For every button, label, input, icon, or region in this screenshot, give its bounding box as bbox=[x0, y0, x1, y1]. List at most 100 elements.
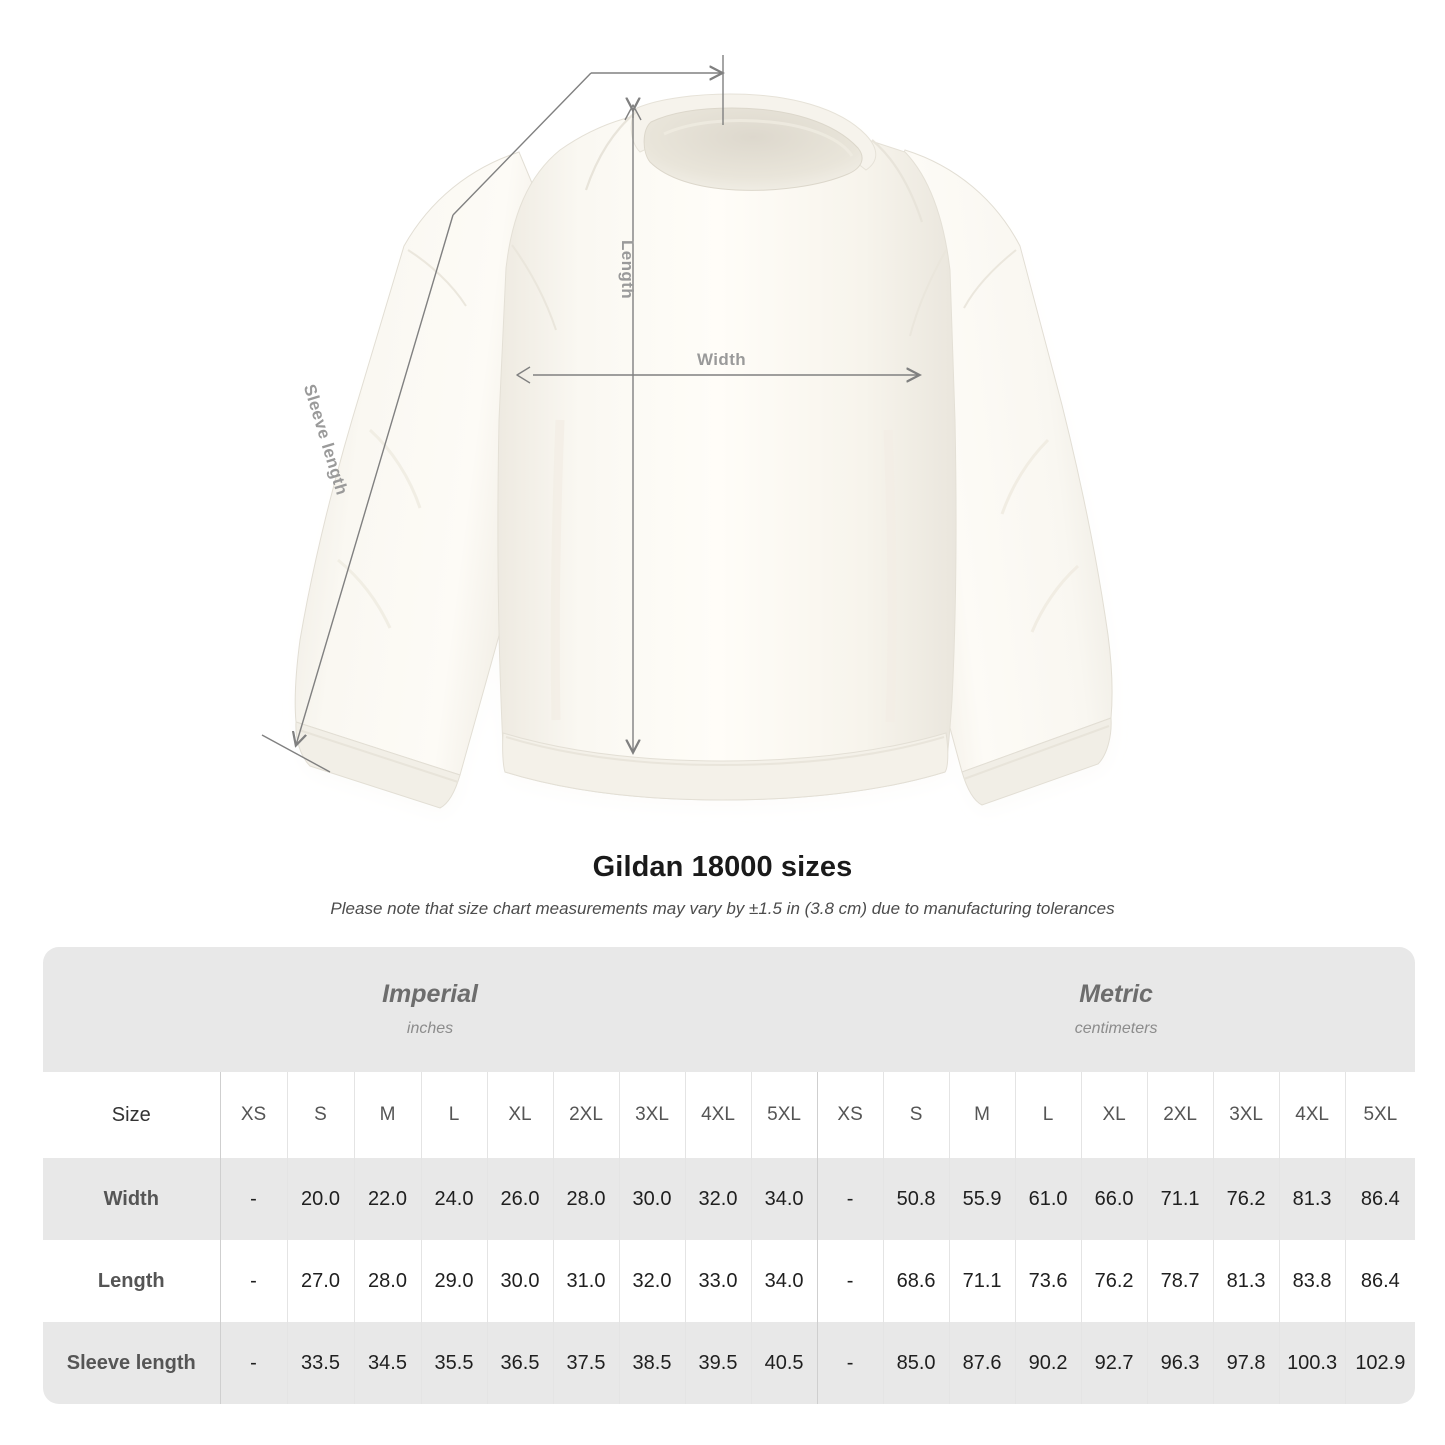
sleeve-imperial-xs: - bbox=[219, 1322, 287, 1404]
size-table-container: Imperial inches Metric centimeters Size … bbox=[43, 947, 1416, 1404]
header-metric-xs: XS bbox=[816, 1072, 884, 1158]
sleeve-imperial-l: 35.5 bbox=[420, 1322, 487, 1404]
length-metric-m: 71.1 bbox=[948, 1240, 1016, 1322]
sleeve-length-line bbox=[296, 214, 454, 745]
table-row: Width - 20.0 22.0 24.0 26.0 28.0 30.0 32… bbox=[43, 1158, 1416, 1240]
length-metric-5xl: 86.4 bbox=[1344, 1240, 1416, 1322]
header-imperial-s: S bbox=[286, 1072, 354, 1158]
garment-diagram: Length Width Sleeve length bbox=[261, 55, 1113, 809]
header-imperial-xs: XS bbox=[219, 1072, 287, 1158]
width-imperial-xl: 26.0 bbox=[486, 1158, 553, 1240]
sleeve-metric-2xl: 96.3 bbox=[1146, 1322, 1214, 1404]
length-imperial-2xl: 31.0 bbox=[552, 1240, 619, 1322]
table-row: Sleeve length - 33.5 34.5 35.5 36.5 37.5… bbox=[43, 1322, 1416, 1404]
width-imperial-m: 22.0 bbox=[353, 1158, 421, 1240]
header-metric-l: L bbox=[1014, 1072, 1082, 1158]
header-imperial-l: L bbox=[420, 1072, 487, 1158]
width-metric-m: 55.9 bbox=[948, 1158, 1016, 1240]
header-metric-2xl: 2XL bbox=[1146, 1072, 1214, 1158]
length-imperial-l: 29.0 bbox=[420, 1240, 487, 1322]
width-metric-2xl: 71.1 bbox=[1146, 1158, 1214, 1240]
header-metric-3xl: 3XL bbox=[1212, 1072, 1280, 1158]
tolerance-note: Please note that size chart measurements… bbox=[330, 899, 1115, 918]
width-metric-5xl: 86.4 bbox=[1344, 1158, 1416, 1240]
width-metric-xl: 66.0 bbox=[1080, 1158, 1148, 1240]
length-imperial-xs: - bbox=[219, 1240, 287, 1322]
row-label-length: Length bbox=[43, 1240, 220, 1322]
sleeve-imperial-2xl: 37.5 bbox=[552, 1322, 619, 1404]
header-imperial-m: M bbox=[353, 1072, 421, 1158]
width-arrow-left-head bbox=[516, 366, 531, 384]
width-metric-xs: - bbox=[816, 1158, 884, 1240]
sleeve-imperial-xl: 36.5 bbox=[486, 1322, 553, 1404]
header-metric-m: M bbox=[948, 1072, 1016, 1158]
sleeve-metric-3xl: 97.8 bbox=[1212, 1322, 1280, 1404]
unit-imperial-name: Imperial bbox=[382, 979, 478, 1008]
width-metric-4xl: 81.3 bbox=[1278, 1158, 1346, 1240]
length-metric-4xl: 83.8 bbox=[1278, 1240, 1346, 1322]
table-row: Length - 27.0 28.0 29.0 30.0 31.0 32.0 3… bbox=[43, 1240, 1416, 1322]
length-imperial-4xl: 33.0 bbox=[684, 1240, 751, 1322]
length-label: Length bbox=[618, 240, 637, 300]
sleeve-imperial-4xl: 39.5 bbox=[684, 1322, 751, 1404]
length-metric-xs: - bbox=[816, 1240, 884, 1322]
width-imperial-2xl: 28.0 bbox=[552, 1158, 619, 1240]
sleeve-metric-m: 87.6 bbox=[948, 1322, 1016, 1404]
unit-metric-name: Metric bbox=[1079, 979, 1153, 1008]
length-imperial-xl: 30.0 bbox=[486, 1240, 553, 1322]
length-metric-xl: 76.2 bbox=[1080, 1240, 1148, 1322]
header-metric-5xl: 5XL bbox=[1344, 1072, 1416, 1158]
width-metric-3xl: 76.2 bbox=[1212, 1158, 1280, 1240]
unit-group-imperial: Imperial inches bbox=[43, 947, 818, 1072]
row-label-sleeve-length: Sleeve length bbox=[43, 1322, 220, 1404]
sleeve-metric-l: 90.2 bbox=[1014, 1322, 1082, 1404]
size-table: Imperial inches Metric centimeters Size … bbox=[43, 947, 1416, 1404]
unit-banner-row: Imperial inches Metric centimeters bbox=[43, 947, 1416, 1072]
width-imperial-l: 24.0 bbox=[420, 1158, 487, 1240]
header-size-label: Size bbox=[43, 1072, 220, 1158]
sleeve-end-tick bbox=[261, 734, 331, 773]
sleeve-imperial-s: 33.5 bbox=[286, 1322, 354, 1404]
header-metric-4xl: 4XL bbox=[1278, 1072, 1346, 1158]
page-title: Gildan 18000 sizes bbox=[592, 851, 853, 883]
length-metric-2xl: 78.7 bbox=[1146, 1240, 1214, 1322]
header-metric-xl: XL bbox=[1080, 1072, 1148, 1158]
width-imperial-xs: - bbox=[219, 1158, 287, 1240]
width-imperial-4xl: 32.0 bbox=[684, 1158, 751, 1240]
length-metric-l: 73.6 bbox=[1014, 1240, 1082, 1322]
sleeve-metric-4xl: 100.3 bbox=[1278, 1322, 1346, 1404]
length-metric-s: 68.6 bbox=[882, 1240, 950, 1322]
length-arrow-up-head bbox=[624, 104, 642, 121]
header-imperial-4xl: 4XL bbox=[684, 1072, 751, 1158]
length-imperial-m: 28.0 bbox=[353, 1240, 421, 1322]
width-imperial-3xl: 30.0 bbox=[618, 1158, 685, 1240]
sleeve-metric-5xl: 102.9 bbox=[1344, 1322, 1416, 1404]
size-header-row: Size XS S M L XL 2XL 3XL 4XL 5XL XS S M … bbox=[43, 1072, 1416, 1158]
sleeve-imperial-m: 34.5 bbox=[353, 1322, 421, 1404]
width-imperial-5xl: 34.0 bbox=[750, 1158, 818, 1240]
header-imperial-5xl: 5XL bbox=[750, 1072, 818, 1158]
length-imperial-5xl: 34.0 bbox=[750, 1240, 818, 1322]
unit-group-metric: Metric centimeters bbox=[817, 947, 1416, 1072]
header-imperial-2xl: 2XL bbox=[552, 1072, 619, 1158]
sleeve-metric-xs: - bbox=[816, 1322, 884, 1404]
sleeve-imperial-5xl: 40.5 bbox=[750, 1322, 818, 1404]
measurement-lines bbox=[261, 55, 919, 773]
length-imperial-3xl: 32.0 bbox=[618, 1240, 685, 1322]
width-imperial-s: 20.0 bbox=[286, 1158, 354, 1240]
width-metric-s: 50.8 bbox=[882, 1158, 950, 1240]
unit-imperial-sub: inches bbox=[406, 1020, 454, 1038]
collar-leader-diagonal bbox=[452, 72, 592, 216]
unit-metric-sub: centimeters bbox=[1074, 1020, 1158, 1038]
sweatshirt-illustration bbox=[261, 55, 1113, 809]
sleeve-metric-xl: 92.7 bbox=[1080, 1322, 1148, 1404]
header-imperial-3xl: 3XL bbox=[618, 1072, 685, 1158]
header-imperial-xl: XL bbox=[486, 1072, 553, 1158]
row-label-width: Width bbox=[43, 1158, 220, 1240]
sleeve-imperial-3xl: 38.5 bbox=[618, 1322, 685, 1404]
width-label: Width bbox=[697, 350, 747, 369]
sleeve-metric-s: 85.0 bbox=[882, 1322, 950, 1404]
length-metric-3xl: 81.3 bbox=[1212, 1240, 1280, 1322]
length-imperial-s: 27.0 bbox=[286, 1240, 354, 1322]
